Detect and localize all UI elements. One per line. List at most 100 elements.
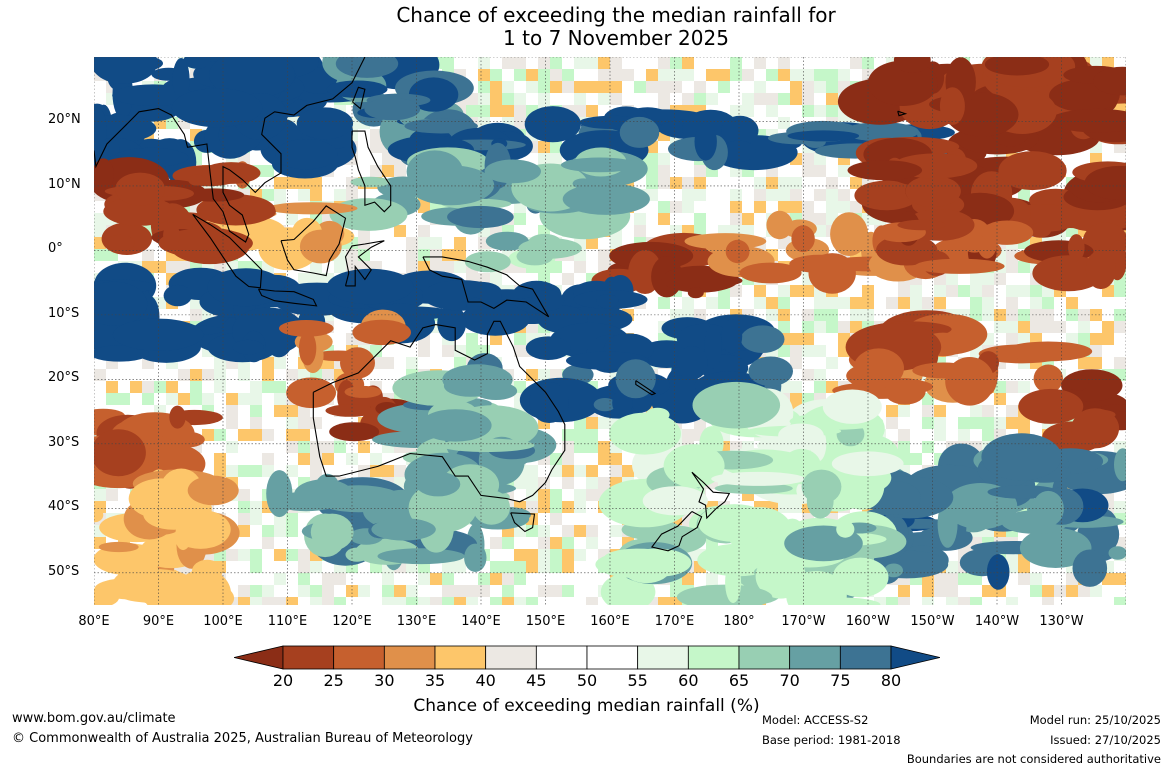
probability-patch [524, 106, 581, 143]
field-cell [1006, 381, 1019, 394]
field-cell [394, 237, 407, 250]
field-cell [430, 585, 443, 598]
field-cell [94, 381, 107, 394]
field-cell [142, 381, 155, 394]
field-cell [190, 381, 203, 394]
probability-patch [830, 212, 869, 256]
probability-patch [169, 405, 186, 429]
probability-patch [466, 297, 484, 315]
field-cell [274, 189, 287, 202]
field-cell [610, 93, 623, 106]
website-link[interactable]: www.bom.gov.au/climate [12, 711, 176, 726]
field-cell [250, 561, 263, 574]
field-cell [382, 153, 395, 166]
field-cell [958, 297, 971, 310]
field-cell [250, 585, 263, 598]
latitude-label: 20°S [48, 370, 80, 386]
field-cell [418, 561, 431, 574]
field-cell [646, 309, 659, 322]
field-cell [238, 453, 251, 466]
colorbar-tick-label: 20 [272, 671, 294, 690]
field-cell [106, 489, 119, 502]
field-cell [814, 225, 827, 238]
field-cell [754, 297, 767, 310]
field-cell [382, 345, 395, 358]
field-cell [286, 453, 299, 466]
field-cell [310, 177, 323, 190]
field-cell [250, 153, 263, 166]
field-cell [142, 369, 155, 382]
field-cell [490, 537, 503, 550]
field-cell [670, 165, 683, 178]
field-cell [682, 165, 695, 178]
colorbar-tick-label: 80 [880, 671, 902, 690]
field-cell [910, 285, 923, 298]
field-cell [214, 381, 227, 394]
longitude-label: 170°E [654, 614, 695, 629]
field-cell [1090, 585, 1103, 598]
field-cell [1006, 273, 1019, 286]
field-cell [322, 453, 335, 466]
field-cell [226, 453, 239, 466]
field-cell [430, 573, 443, 586]
field-cell [382, 597, 395, 605]
field-cell [706, 573, 719, 586]
probability-patch [447, 205, 514, 229]
field-cell [574, 549, 587, 562]
field-cell [358, 441, 371, 454]
field-cell [226, 441, 239, 454]
field-cell [490, 597, 503, 605]
field-cell [946, 561, 959, 574]
field-cell [1114, 357, 1126, 370]
model-name: Model: ACCESS-S2 [762, 713, 869, 727]
field-cell [958, 405, 971, 418]
field-cell [1018, 369, 1031, 382]
field-cell [502, 105, 515, 118]
field-cell [526, 573, 539, 586]
field-cell [778, 201, 791, 214]
field-cell [1066, 153, 1079, 166]
field-cell [130, 393, 143, 406]
field-cell [790, 381, 803, 394]
field-cell [250, 597, 263, 605]
field-cell [334, 597, 347, 605]
field-cell [790, 81, 803, 94]
field-cell [646, 93, 659, 106]
field-cell [346, 465, 359, 478]
field-cell [1090, 357, 1103, 370]
field-cell [514, 369, 527, 382]
mainland-asia-coastline [94, 57, 366, 243]
field-cell [154, 273, 167, 286]
field-cell [262, 525, 275, 538]
field-cell [1078, 585, 1091, 598]
field-cell [694, 93, 707, 106]
field-cell [730, 285, 743, 298]
field-cell [1102, 333, 1115, 346]
field-cell [442, 357, 455, 370]
field-cell [202, 393, 215, 406]
probability-patch [945, 357, 995, 406]
field-cell [238, 561, 251, 574]
field-cell [934, 441, 947, 454]
field-cell [874, 297, 887, 310]
field-cell [658, 81, 671, 94]
field-cell [406, 561, 419, 574]
field-cell [886, 429, 899, 442]
new-guinea-coastline [422, 256, 550, 318]
field-cell [550, 57, 563, 70]
field-cell [814, 69, 827, 82]
field-cell [826, 105, 839, 118]
field-cell [706, 93, 719, 106]
field-cell [814, 201, 827, 214]
probability-patch [94, 345, 149, 362]
field-cell [502, 357, 515, 370]
field-cell [598, 57, 611, 70]
field-cell [274, 585, 287, 598]
field-cell [1018, 309, 1031, 322]
field-cell [586, 513, 599, 526]
field-cell [118, 393, 131, 406]
probability-patch [981, 220, 1034, 245]
field-cell [574, 537, 587, 550]
field-cell [814, 309, 827, 322]
probability-patch [721, 115, 759, 146]
